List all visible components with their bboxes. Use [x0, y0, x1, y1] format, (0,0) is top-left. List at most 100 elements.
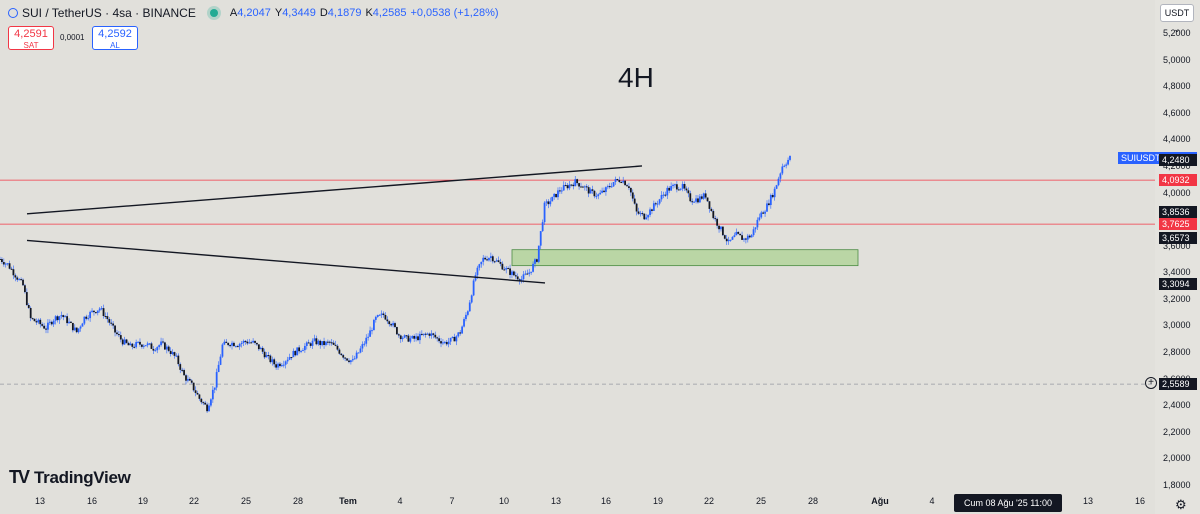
candle-body	[119, 335, 122, 340]
candle-body	[399, 335, 402, 340]
candle-body	[530, 271, 533, 273]
candle-body	[769, 194, 772, 206]
candle-body	[106, 316, 109, 320]
candle-body	[217, 364, 220, 373]
candle-body	[286, 359, 289, 362]
candle-body	[378, 314, 381, 316]
candle-body	[10, 268, 13, 270]
trendline-lower[interactable]	[26, 239, 546, 284]
support-zone[interactable]	[511, 249, 859, 267]
candle-body	[102, 308, 105, 317]
candle-body	[422, 333, 425, 335]
candle-body	[589, 189, 592, 194]
sell-button[interactable]: 4,2591 SAT	[8, 26, 54, 50]
candle-body	[54, 316, 57, 321]
candle-body	[325, 341, 327, 345]
price-tick-label: 4,0000	[1163, 187, 1191, 198]
candle-body	[438, 338, 441, 342]
candle-body	[27, 305, 30, 308]
candle-body	[727, 239, 730, 242]
candle-body	[468, 302, 471, 312]
candle-body	[58, 316, 61, 321]
candle-body	[196, 392, 199, 395]
candle-body	[210, 399, 212, 406]
candle-body	[528, 272, 531, 274]
buy-button[interactable]: 4,2592 AL	[92, 26, 138, 50]
candle-body	[334, 344, 337, 346]
candle-body	[25, 292, 28, 306]
price-tag: 4,2480	[1159, 153, 1197, 166]
candle-body	[357, 352, 360, 354]
candle-body	[8, 263, 11, 269]
candle-body	[754, 227, 757, 230]
candle-body	[146, 343, 149, 346]
candle-body	[104, 316, 107, 318]
candle-body	[710, 208, 713, 212]
trendline-upper[interactable]	[26, 165, 643, 215]
candle-body	[743, 238, 745, 240]
crosshair-plus-icon[interactable]: +	[1145, 377, 1157, 389]
candle-body	[307, 342, 310, 344]
candle-body	[729, 239, 732, 241]
candle-body	[491, 256, 494, 262]
market-open-icon	[209, 9, 218, 17]
candle-body	[152, 348, 155, 351]
time-tick-label: 13	[34, 496, 46, 506]
price-tag: 2,5589	[1159, 378, 1197, 391]
candle-body	[436, 337, 439, 339]
time-tick-label: Tem	[339, 496, 357, 506]
candle-body	[319, 340, 322, 346]
candle-body	[591, 189, 594, 191]
candle-body	[250, 342, 253, 344]
symbol-title[interactable]: SUI / TetherUS · 4sa · BINANCE	[22, 6, 196, 20]
price-tag: 4,0932	[1159, 174, 1197, 187]
candle-body	[720, 226, 722, 230]
price-axis-background	[1155, 0, 1200, 514]
candle-body	[100, 308, 103, 310]
candle-body	[43, 325, 46, 329]
candle-body	[198, 394, 201, 399]
currency-select[interactable]: USDT ⌄	[1160, 4, 1194, 34]
candle-body	[664, 194, 667, 196]
candle-body	[394, 323, 396, 328]
time-tick-label: 19	[652, 496, 664, 506]
candle-body	[16, 277, 19, 280]
candle-body	[526, 273, 529, 275]
candle-body	[162, 341, 164, 343]
candle-body	[737, 231, 740, 234]
candle-body	[165, 346, 168, 350]
candle-body	[451, 336, 454, 338]
brand-name: TradingView	[34, 467, 131, 487]
candle-body	[752, 229, 755, 236]
candle-body	[190, 380, 193, 383]
candle-body	[135, 342, 138, 348]
candle-body	[762, 212, 765, 214]
candle-body	[570, 184, 573, 186]
candle-body	[204, 402, 207, 405]
candle-body	[68, 321, 70, 324]
candle-body	[614, 179, 617, 183]
candle-body	[386, 319, 389, 322]
candle-body	[344, 357, 347, 359]
candle-body	[445, 341, 448, 345]
candle-body	[215, 372, 218, 388]
candle-body	[499, 262, 502, 264]
candle-body	[478, 264, 481, 268]
candle-body	[202, 402, 205, 404]
candle-body	[384, 315, 387, 320]
candle-body	[302, 350, 304, 352]
candle-body	[259, 347, 262, 350]
timeframe-annotation[interactable]: 4H	[618, 62, 654, 93]
candle-body	[131, 343, 134, 347]
candle-body	[33, 318, 36, 322]
candle-body	[662, 194, 665, 196]
candle-body	[164, 342, 166, 350]
candle-body	[731, 236, 734, 240]
settings-gear-icon[interactable]: ⚙	[1175, 497, 1187, 512]
candle-body	[649, 209, 651, 216]
candle-body	[35, 321, 38, 323]
candle-body	[261, 347, 264, 352]
candle-body	[139, 341, 141, 345]
candle-body	[432, 333, 435, 335]
